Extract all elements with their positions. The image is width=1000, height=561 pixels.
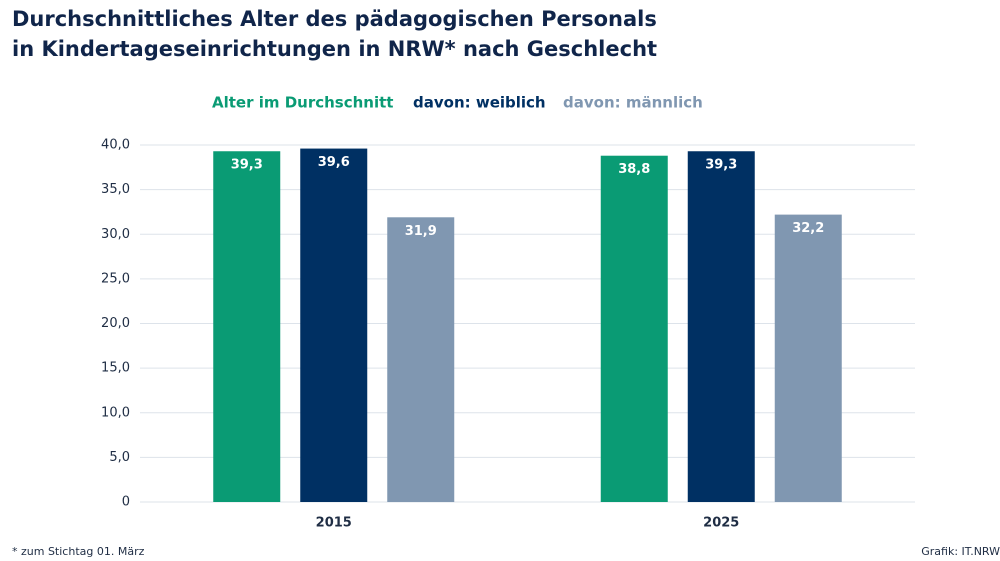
- value-label: 38,8: [618, 162, 650, 177]
- legend-entry: Alter im Durchschnitt: [212, 94, 393, 112]
- legend-entry: davon: männlich: [563, 94, 703, 112]
- value-label: 39,3: [231, 158, 263, 173]
- value-label: 39,3: [705, 158, 737, 173]
- bar: [300, 148, 368, 502]
- chart-title: Durchschnittliches Alter des pädagogisch…: [12, 7, 657, 31]
- y-tick-label: 15,0: [101, 361, 130, 376]
- y-tick-label: 30,0: [101, 227, 130, 242]
- footnote: * zum Stichtag 01. März: [12, 545, 145, 558]
- bar: [774, 214, 842, 503]
- bar: [213, 151, 281, 502]
- bar: [687, 151, 755, 502]
- bar: [600, 155, 668, 502]
- y-tick-label: 40,0: [101, 138, 130, 153]
- y-tick-label: 0: [122, 495, 130, 510]
- y-tick-label: 25,0: [101, 271, 130, 286]
- bar: [387, 217, 455, 503]
- legend-entry: davon: weiblich: [413, 94, 546, 112]
- y-tick-label: 20,0: [101, 316, 130, 331]
- source: Grafik: IT.NRW: [921, 545, 1000, 558]
- y-tick-label: 35,0: [101, 182, 130, 197]
- x-tick-label: 2025: [703, 516, 739, 531]
- value-label: 31,9: [405, 224, 437, 239]
- value-label: 32,2: [792, 221, 824, 236]
- y-tick-label: 10,0: [101, 405, 130, 420]
- x-tick-label: 2015: [316, 516, 352, 531]
- value-label: 39,6: [318, 155, 350, 170]
- chart-title: in Kindertageseinrichtungen in NRW* nach…: [12, 37, 657, 61]
- y-tick-label: 5,0: [109, 450, 130, 465]
